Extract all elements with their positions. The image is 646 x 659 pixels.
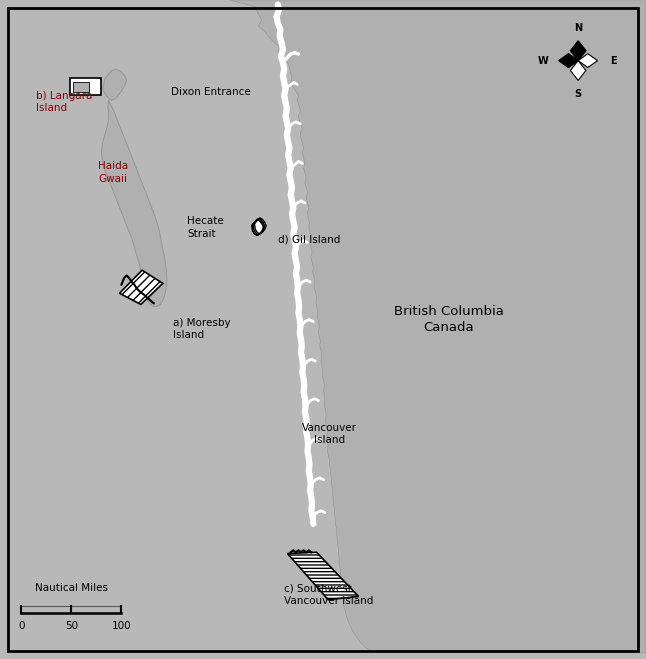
Bar [73,82,89,92]
Polygon shape [229,0,646,652]
Polygon shape [570,41,586,61]
Text: Hecate
Strait: Hecate Strait [187,216,224,239]
Bar [70,78,101,95]
Text: N: N [574,22,582,33]
Polygon shape [578,53,598,67]
Text: Vancouver
Island: Vancouver Island [302,423,357,445]
Text: S: S [574,88,582,99]
Polygon shape [287,552,359,600]
Text: Haida
Gwaii: Haida Gwaii [98,161,128,184]
Polygon shape [103,69,127,100]
Text: b) Langara
Island: b) Langara Island [36,91,92,113]
Polygon shape [120,270,163,304]
Text: 50: 50 [65,621,78,631]
Text: Nautical Miles: Nautical Miles [35,583,108,593]
Polygon shape [570,61,586,80]
Polygon shape [252,219,264,235]
Polygon shape [559,53,578,67]
Text: E: E [610,55,616,66]
Text: W: W [538,55,548,66]
Text: 0: 0 [18,621,25,631]
Text: d) Gil Island: d) Gil Island [278,234,340,244]
Text: British Columbia
Canada: British Columbia Canada [394,305,504,334]
Text: a) Moresby
Island: a) Moresby Island [173,318,231,340]
Polygon shape [101,100,167,306]
Text: c) Southwest
Vancouver Island: c) Southwest Vancouver Island [284,583,373,606]
Text: 100: 100 [112,621,131,631]
Text: Dixon Entrance: Dixon Entrance [171,87,251,97]
